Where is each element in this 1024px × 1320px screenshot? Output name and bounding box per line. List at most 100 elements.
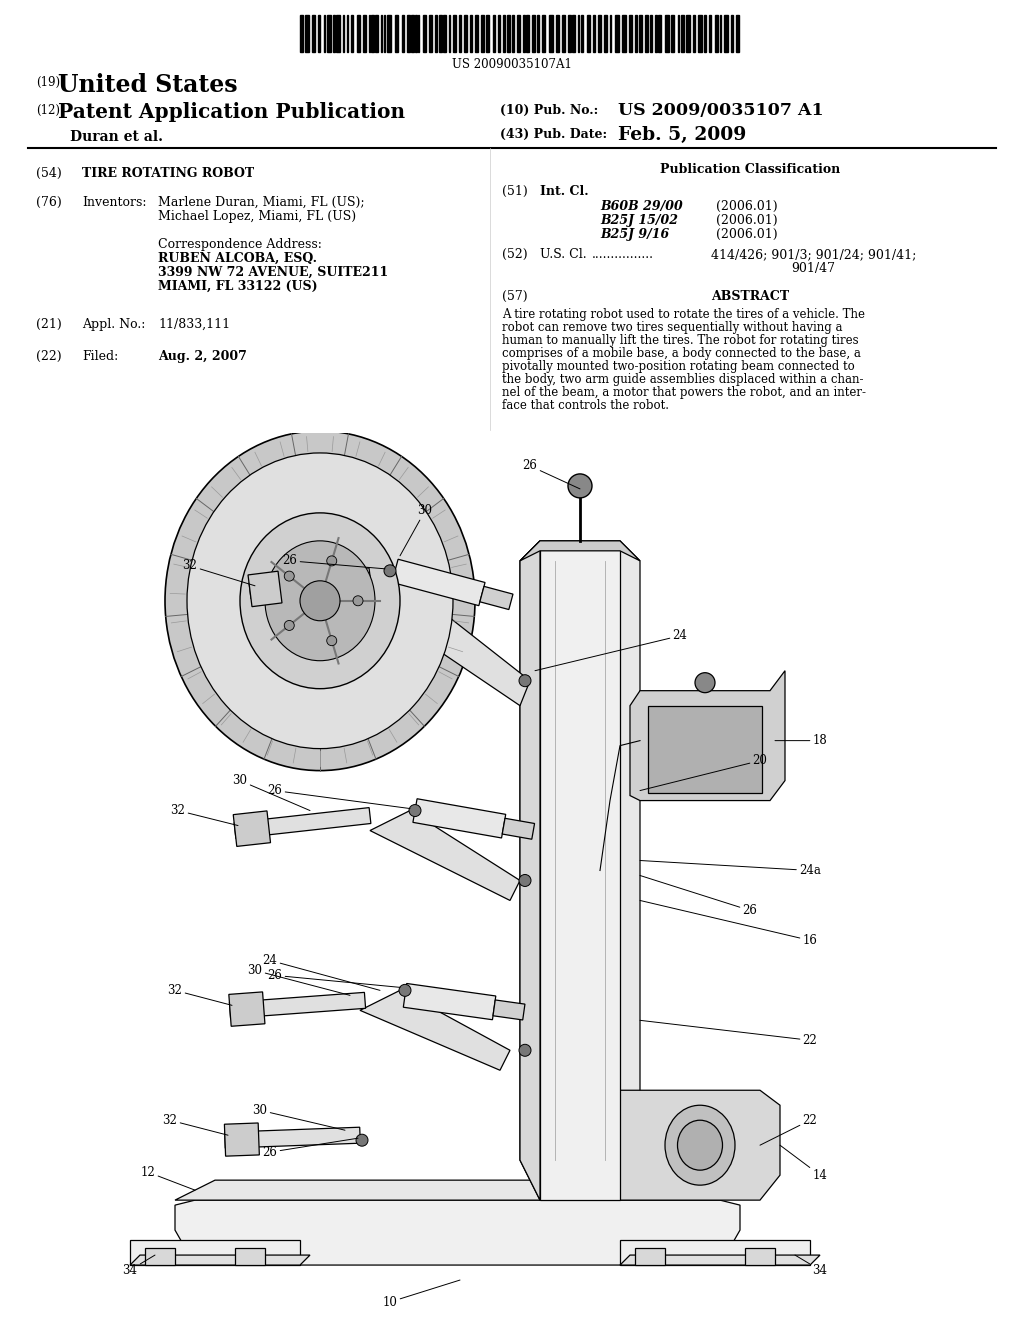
Text: Appl. No.:: Appl. No.: <box>82 318 145 331</box>
Bar <box>568 15 571 51</box>
Bar <box>549 15 553 51</box>
Circle shape <box>399 985 411 997</box>
Text: pivotally mounted two-position rotating beam connected to: pivotally mounted two-position rotating … <box>502 360 855 374</box>
Text: 22: 22 <box>760 1114 817 1146</box>
Polygon shape <box>360 990 510 1071</box>
Bar <box>351 15 353 51</box>
Bar <box>493 15 495 51</box>
Bar <box>537 15 539 51</box>
Text: 26: 26 <box>522 459 580 488</box>
Polygon shape <box>175 1200 740 1265</box>
Text: 30: 30 <box>248 964 350 995</box>
Text: United States: United States <box>58 73 238 96</box>
Bar <box>327 15 331 51</box>
Text: 26: 26 <box>640 875 758 917</box>
Ellipse shape <box>665 1105 735 1185</box>
Polygon shape <box>224 1123 259 1156</box>
Text: B25J 9/16: B25J 9/16 <box>600 228 670 242</box>
Text: Feb. 5, 2009: Feb. 5, 2009 <box>618 125 746 144</box>
Text: 12: 12 <box>140 1166 195 1191</box>
Bar <box>305 15 309 51</box>
Polygon shape <box>370 810 520 900</box>
Polygon shape <box>540 541 620 1200</box>
Bar <box>686 15 690 51</box>
Bar <box>587 15 590 51</box>
Bar <box>407 15 410 51</box>
Bar <box>736 15 739 51</box>
Text: Michael Lopez, Miami, FL (US): Michael Lopez, Miami, FL (US) <box>158 210 356 223</box>
Polygon shape <box>480 586 513 610</box>
Polygon shape <box>403 983 496 1020</box>
Polygon shape <box>130 1255 310 1265</box>
Text: Marlene Duran, Miami, FL (US);: Marlene Duran, Miami, FL (US); <box>158 195 365 209</box>
Bar <box>439 15 442 51</box>
Bar <box>300 15 303 51</box>
Polygon shape <box>233 810 270 846</box>
Polygon shape <box>620 1239 810 1265</box>
Text: (10) Pub. No.:: (10) Pub. No.: <box>500 104 598 117</box>
Text: (51): (51) <box>502 185 527 198</box>
Bar <box>423 15 426 51</box>
Text: (19): (19) <box>36 77 60 88</box>
Polygon shape <box>248 572 282 607</box>
Text: Publication Classification: Publication Classification <box>659 162 840 176</box>
Text: 26: 26 <box>283 554 385 569</box>
Polygon shape <box>224 1127 360 1148</box>
Circle shape <box>356 1134 368 1146</box>
Bar <box>698 15 702 51</box>
Text: Filed:: Filed: <box>82 350 118 363</box>
Text: (54): (54) <box>36 168 61 180</box>
Bar <box>507 15 510 51</box>
Polygon shape <box>145 1249 175 1265</box>
Polygon shape <box>234 1249 265 1265</box>
Bar <box>532 15 535 51</box>
Bar <box>481 15 484 51</box>
Text: 30: 30 <box>253 1104 345 1130</box>
Circle shape <box>695 673 715 693</box>
Text: 18: 18 <box>775 734 827 747</box>
Polygon shape <box>493 1001 525 1020</box>
Text: 901/47: 901/47 <box>791 261 835 275</box>
Polygon shape <box>228 991 265 1026</box>
Polygon shape <box>600 1090 780 1200</box>
Text: 30: 30 <box>400 504 432 556</box>
Bar <box>429 15 432 51</box>
Text: (12): (12) <box>36 104 60 117</box>
Polygon shape <box>520 541 540 1200</box>
Text: 34: 34 <box>123 1255 155 1276</box>
Bar <box>453 15 456 51</box>
Polygon shape <box>502 818 535 840</box>
Bar <box>622 15 626 51</box>
Text: Duran et al.: Duran et al. <box>70 129 163 144</box>
Text: 24: 24 <box>262 954 380 990</box>
Bar <box>336 15 340 51</box>
Text: RUBEN ALCOBA, ESQ.: RUBEN ALCOBA, ESQ. <box>158 252 317 265</box>
Bar <box>593 15 595 51</box>
Bar <box>562 15 565 51</box>
Bar <box>724 15 728 51</box>
Text: A tire rotating robot used to rotate the tires of a vehicle. The: A tire rotating robot used to rotate the… <box>502 308 865 321</box>
Text: (21): (21) <box>36 318 61 331</box>
Bar <box>604 15 607 51</box>
Text: Int. Cl.: Int. Cl. <box>540 185 589 198</box>
Text: robot can remove two tires sequentially without having a: robot can remove two tires sequentially … <box>502 321 843 334</box>
Text: (76): (76) <box>36 195 61 209</box>
Bar <box>503 15 505 51</box>
Circle shape <box>300 581 340 620</box>
Bar <box>362 15 366 51</box>
Circle shape <box>285 620 294 631</box>
Text: nel of the beam, a motor that powers the robot, and an inter-: nel of the beam, a motor that powers the… <box>502 385 866 399</box>
Bar <box>709 15 711 51</box>
Bar <box>639 15 642 51</box>
Text: Patent Application Publication: Patent Application Publication <box>58 102 406 121</box>
Text: (43) Pub. Date:: (43) Pub. Date: <box>500 128 607 141</box>
Polygon shape <box>234 808 371 838</box>
Bar <box>650 15 652 51</box>
Bar <box>470 15 472 51</box>
Polygon shape <box>635 1249 665 1265</box>
Polygon shape <box>392 560 485 606</box>
Text: 26: 26 <box>262 1138 358 1159</box>
Bar <box>581 15 583 51</box>
Polygon shape <box>229 993 366 1018</box>
Bar <box>402 15 404 51</box>
